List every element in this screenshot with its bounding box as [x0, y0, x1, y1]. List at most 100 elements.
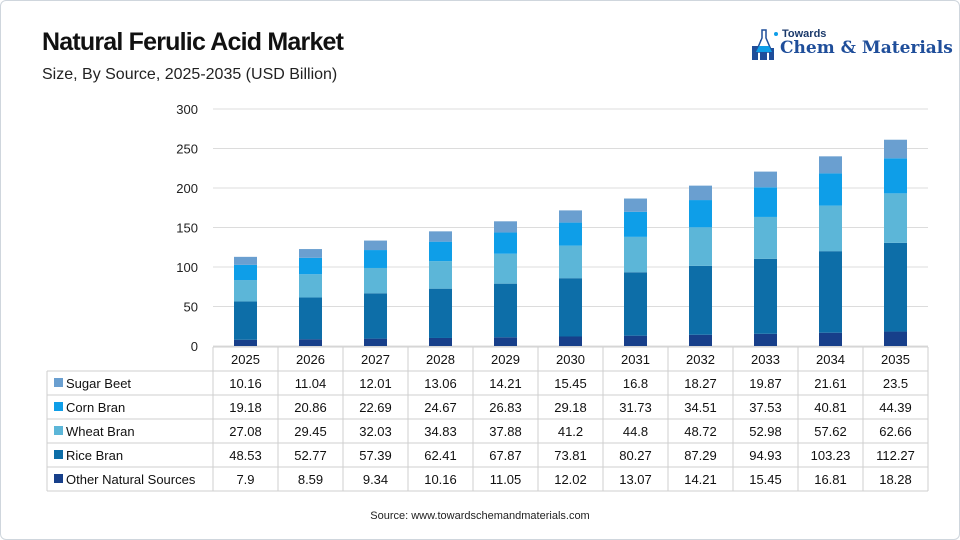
bar-segment — [754, 171, 777, 188]
bar-segment — [364, 338, 387, 346]
legend-swatch — [54, 402, 63, 411]
bar-segment — [624, 236, 647, 273]
data-label: 57.62 — [814, 424, 847, 439]
data-label: 11.05 — [490, 472, 522, 487]
bar-segment — [494, 253, 517, 284]
bar-segment — [754, 216, 777, 259]
bar-segment — [689, 227, 712, 266]
data-label: 44.39 — [879, 400, 912, 415]
y-tick-label: 150 — [176, 221, 198, 236]
data-label: 10.16 — [424, 472, 457, 487]
bar-segment — [689, 265, 712, 335]
chart-title: Natural Ferulic Acid Market — [42, 28, 344, 56]
bar-segment — [234, 280, 257, 302]
bar-segment — [364, 267, 387, 294]
x-category-label: 2025 — [231, 352, 260, 367]
bar-segment — [234, 256, 257, 265]
y-tick-label: 300 — [176, 102, 198, 117]
data-label: 48.72 — [684, 424, 717, 439]
data-label: 52.98 — [749, 424, 782, 439]
bar-segment — [884, 158, 907, 194]
bar-segment — [429, 261, 452, 289]
data-label: 27.08 — [229, 424, 262, 439]
data-label: 15.45 — [749, 472, 782, 487]
bar-segment — [559, 222, 582, 246]
data-label: 12.01 — [359, 376, 392, 391]
bar-segment — [819, 205, 842, 252]
bar-segment — [494, 337, 517, 346]
x-category-label: 2027 — [361, 352, 390, 367]
bar-segment — [624, 211, 647, 237]
bar-segment — [819, 156, 842, 174]
x-category-label: 2026 — [296, 352, 325, 367]
data-label: 7.9 — [236, 472, 254, 487]
data-label: 94.93 — [749, 448, 782, 463]
x-category-label: 2034 — [816, 352, 845, 367]
bar-segment — [429, 337, 452, 346]
bar-segment — [819, 251, 842, 333]
legend-label: Wheat Bran — [66, 424, 135, 439]
bar-segment — [364, 293, 387, 339]
bar-segment — [234, 339, 257, 346]
x-category-label: 2032 — [686, 352, 715, 367]
data-label: 41.2 — [558, 424, 583, 439]
bar-segment — [494, 283, 517, 338]
data-label: 23.5 — [883, 376, 908, 391]
y-tick-label: 100 — [176, 260, 198, 275]
x-category-label: 2035 — [881, 352, 910, 367]
bar-segment — [429, 288, 452, 338]
bar-segment — [754, 333, 777, 346]
data-label: 16.81 — [814, 472, 847, 487]
data-label: 14.21 — [684, 472, 717, 487]
data-label: 16.8 — [623, 376, 648, 391]
legend-label: Other Natural Sources — [66, 472, 196, 487]
bar-segment — [494, 221, 517, 233]
bar-segment — [299, 297, 322, 340]
data-label: 37.53 — [749, 400, 782, 415]
data-label: 31.73 — [619, 400, 652, 415]
data-label: 112.27 — [876, 448, 915, 463]
source-note: Source: www.towardschemandmaterials.com — [370, 510, 590, 522]
bar-segment — [559, 336, 582, 346]
logo-text-top: Towards — [782, 28, 827, 40]
data-label: 10.16 — [229, 376, 262, 391]
data-label: 13.07 — [619, 472, 652, 487]
data-label: 19.87 — [749, 376, 782, 391]
legend-label: Corn Bran — [66, 400, 125, 415]
legend-label: Rice Bran — [66, 448, 123, 463]
data-label: 18.27 — [684, 376, 717, 391]
bar-segment — [299, 339, 322, 346]
data-label: 62.41 — [424, 448, 457, 463]
bar-segment — [429, 241, 452, 262]
data-label: 20.86 — [294, 400, 327, 415]
bar-segment — [494, 232, 517, 254]
data-label: 57.39 — [359, 448, 392, 463]
data-label: 29.18 — [554, 400, 587, 415]
data-label: 22.69 — [359, 400, 392, 415]
data-label: 48.53 — [229, 448, 262, 463]
data-label: 62.66 — [879, 424, 912, 439]
bar-segment — [754, 187, 777, 217]
x-category-label: 2029 — [491, 352, 520, 367]
bar-segment — [754, 258, 777, 334]
brand-logo-icon — [752, 29, 778, 60]
bar-segment — [364, 240, 387, 251]
bar-segment — [689, 334, 712, 346]
data-label: 37.88 — [489, 424, 522, 439]
chart-subtitle: Size, By Source, 2025-2035 (USD Billion) — [42, 66, 338, 83]
data-label: 13.06 — [424, 376, 457, 391]
data-label: 103.23 — [811, 448, 851, 463]
bar-segment — [884, 242, 907, 332]
bar-segment — [234, 301, 257, 340]
data-label: 87.29 — [684, 448, 717, 463]
data-label: 19.18 — [229, 400, 262, 415]
data-label: 26.83 — [489, 400, 522, 415]
bar-segment — [624, 272, 647, 336]
legend-swatch — [54, 378, 63, 387]
bar-segment — [624, 335, 647, 346]
data-label: 34.51 — [684, 400, 717, 415]
bar-segment — [234, 264, 257, 281]
bar-segment — [364, 250, 387, 268]
data-label: 73.81 — [554, 448, 587, 463]
